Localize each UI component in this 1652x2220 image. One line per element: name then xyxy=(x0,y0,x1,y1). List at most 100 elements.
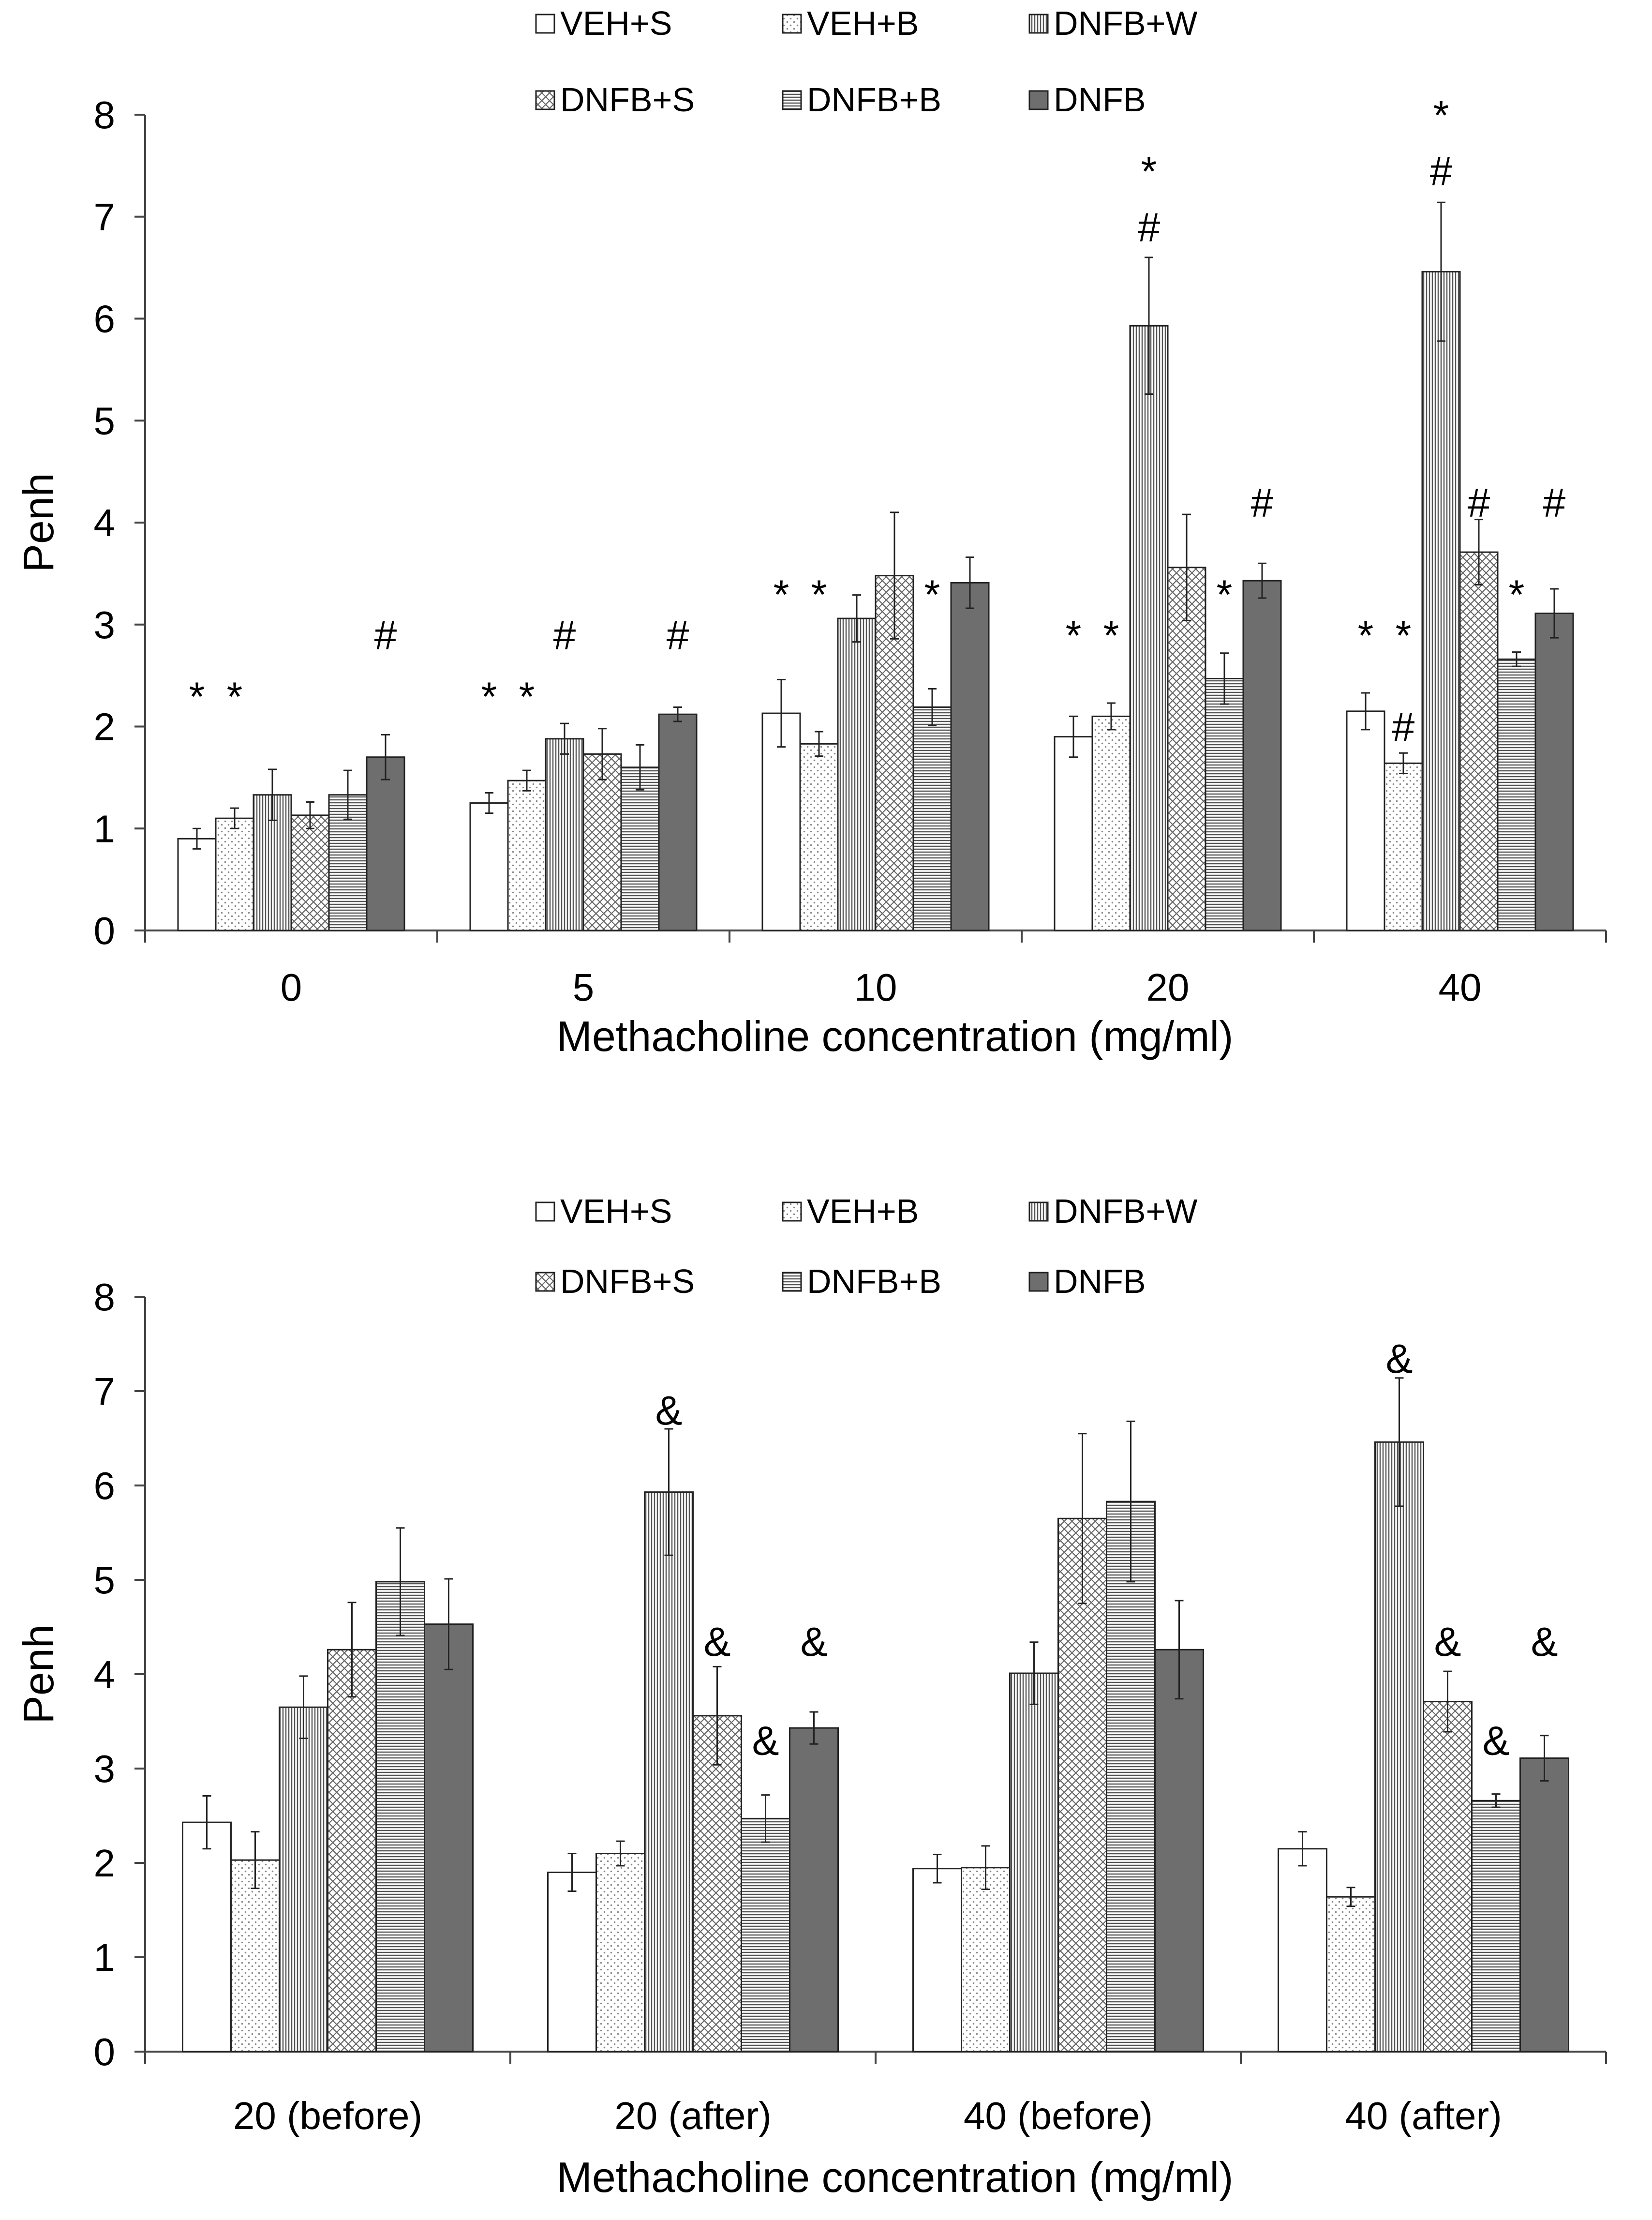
y-axis-title: Penh xyxy=(15,473,62,572)
significance-marker: * xyxy=(1066,613,1082,658)
x-tick-label: 40 xyxy=(1439,966,1482,1009)
bar-vlines xyxy=(1129,325,1169,931)
legend-swatch-vlines xyxy=(1028,1201,1049,1222)
legend-swatch-hlines xyxy=(782,90,802,110)
bar-hlines xyxy=(1205,677,1244,931)
bar-empty xyxy=(912,1868,962,2053)
bar-empty xyxy=(182,1821,232,2053)
significance-marker: * xyxy=(481,674,497,719)
bar-hlines xyxy=(912,706,952,931)
x-tick-label: 0 xyxy=(281,966,302,1009)
legend-swatch-solid xyxy=(1028,90,1049,110)
bar-dots xyxy=(1326,1896,1376,2053)
bar-solid xyxy=(1154,1649,1204,2053)
bar-hlines xyxy=(1106,1500,1156,2053)
significance-marker: & xyxy=(1531,1619,1558,1665)
significance-marker: & xyxy=(1385,1336,1413,1381)
bar-solid xyxy=(1519,1757,1569,2053)
significance-marker: * xyxy=(924,572,940,617)
y-tick-label: 1 xyxy=(94,807,116,850)
bar-hlines xyxy=(620,766,660,931)
x-tick-label: 5 xyxy=(573,966,595,1009)
bar-hlines xyxy=(375,1581,425,2053)
bar-hlines xyxy=(1497,658,1536,931)
legend-label: DNFB+W xyxy=(1054,1192,1198,1230)
y-tick-label: 7 xyxy=(94,195,116,239)
bar-empty xyxy=(761,712,801,931)
x-tick-label: 20 (before) xyxy=(233,2094,422,2137)
bar-empty xyxy=(1346,710,1385,931)
bar-vlines xyxy=(1421,271,1461,931)
legend-label: DNFB+S xyxy=(560,1262,695,1300)
bar-vlines xyxy=(837,617,877,931)
significance-marker: * xyxy=(1103,613,1119,658)
bar-dots xyxy=(507,780,547,931)
bar-solid xyxy=(1242,580,1282,931)
x-tick-label: 40 (before) xyxy=(964,2094,1153,2137)
bar-cross xyxy=(1459,551,1499,931)
bar-dots xyxy=(961,1867,1011,2053)
bar-empty xyxy=(1278,1848,1327,2053)
x-axis-title: Methacholine concentration (mg/ml) xyxy=(557,2153,1234,2201)
significance-marker: * xyxy=(227,674,243,719)
y-axis-title: Penh xyxy=(15,1624,62,1724)
bar-solid xyxy=(1534,613,1574,931)
bar-solid xyxy=(789,1727,839,2053)
bar-vlines xyxy=(1374,1441,1424,2053)
bar-dots xyxy=(799,743,839,931)
significance-marker: * xyxy=(774,572,789,617)
y-tick-label: 4 xyxy=(94,501,116,544)
significance-marker: # xyxy=(1468,480,1490,525)
y-tick-label: 5 xyxy=(94,1559,116,1602)
legend-label: VEH+S xyxy=(560,1192,672,1230)
bar-dots xyxy=(1384,762,1423,931)
significance-marker: & xyxy=(1482,1718,1509,1764)
y-tick-label: 4 xyxy=(94,1653,116,1696)
significance-marker: & xyxy=(800,1619,827,1665)
significance-marker: * xyxy=(189,674,205,719)
chart-bottom: 0 1 2 3 4 5 6 7 8 20 (before) 20 (after) 40 (before… xyxy=(15,1192,1607,2201)
bar-dots xyxy=(1091,715,1131,931)
significance-marker: # xyxy=(1543,480,1566,525)
legend-label: VEH+S xyxy=(560,4,672,42)
bar-cross xyxy=(692,1715,742,2053)
significance-marker: * xyxy=(1217,572,1233,617)
legend-label: DNFB+B xyxy=(807,1262,941,1300)
y-tick-label: 0 xyxy=(94,909,116,952)
legend-swatch-cross xyxy=(535,90,555,110)
bar-cross xyxy=(1057,1517,1107,2053)
bar-dots xyxy=(230,1859,280,2053)
bar-cross xyxy=(290,814,330,931)
significance-marker: & xyxy=(703,1619,730,1665)
y-tick-label: 6 xyxy=(94,298,116,341)
significance-marker: * xyxy=(519,674,535,719)
bar-dots xyxy=(595,1853,645,2053)
y-tick-label: 2 xyxy=(94,1842,116,1885)
legend-label: DNFB xyxy=(1054,1262,1146,1300)
legend-label: DNFB+W xyxy=(1054,4,1198,42)
legend-swatch-hlines xyxy=(782,1272,802,1292)
legend-swatch-dots xyxy=(782,1201,802,1222)
legend-swatch-empty xyxy=(535,1201,555,1222)
x-tick-label: 10 xyxy=(854,966,897,1009)
x-tick-label: 40 (after) xyxy=(1345,2094,1502,2137)
bar-empty xyxy=(1054,736,1093,931)
legend-label: VEH+B xyxy=(807,4,919,42)
significance-marker: * xyxy=(1358,613,1374,658)
bar-vlines xyxy=(279,1706,328,2053)
significance-marker: # xyxy=(1392,705,1415,750)
significance-marker: # xyxy=(374,613,397,658)
legend-label: DNFB+S xyxy=(560,81,695,119)
bar-solid xyxy=(424,1623,474,2053)
bar-solid xyxy=(658,713,698,931)
significance-marker: # xyxy=(1138,205,1161,250)
bar-cross xyxy=(1423,1701,1473,2053)
y-tick-label: 1 xyxy=(94,1936,116,1979)
y-tick-label: 0 xyxy=(94,2030,116,2073)
x-tick-label: 20 xyxy=(1146,966,1190,1009)
bar-cross xyxy=(582,753,622,931)
y-tick-label: 2 xyxy=(94,705,116,749)
legend-swatch-vlines xyxy=(1028,14,1049,34)
significance-marker: * xyxy=(811,572,827,617)
y-tick-label: 8 xyxy=(94,93,116,136)
